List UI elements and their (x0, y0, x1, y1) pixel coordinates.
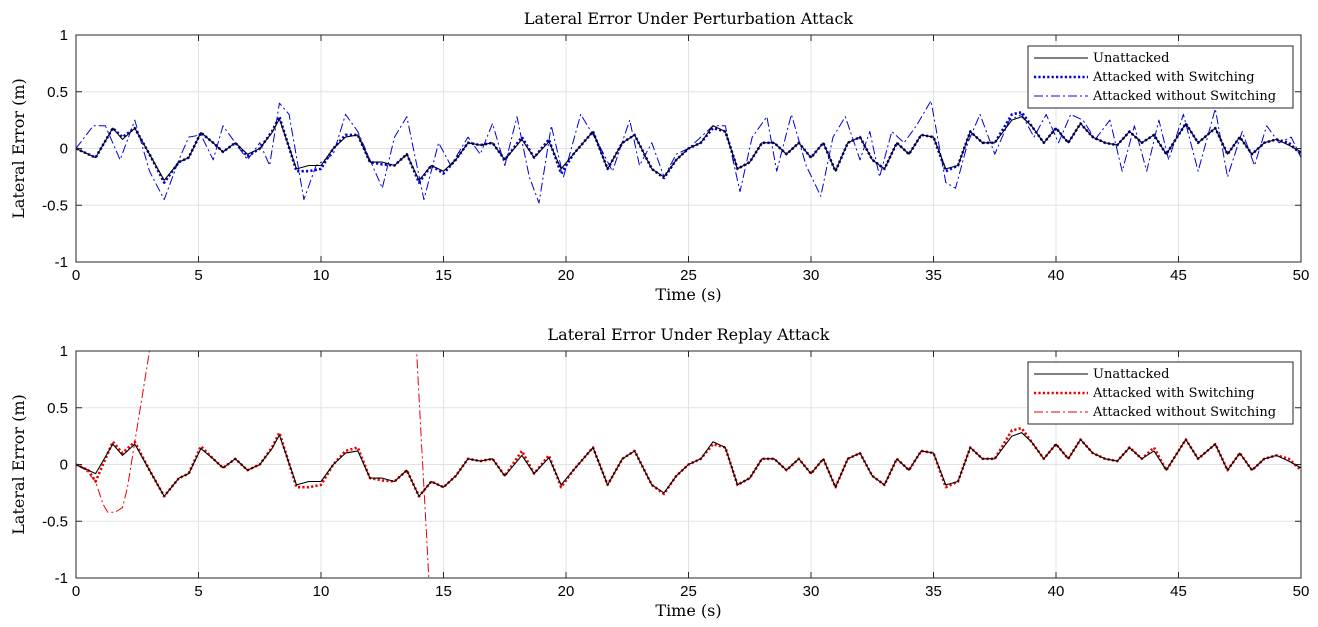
x-tick-label: 15 (435, 267, 452, 284)
x-tick-label: 10 (313, 267, 330, 284)
legend-label: Attacked without Switching (1092, 405, 1276, 420)
legend-label: Unattacked (1093, 51, 1169, 66)
x-tick-label: 50 (1293, 267, 1310, 284)
legend: Unattacked Attacked with Switching Attacke… (1027, 45, 1294, 109)
y-tick-label: -0.5 (42, 513, 68, 530)
x-tick-label: 15 (435, 583, 452, 600)
series-line-3 (76, 351, 430, 578)
x-tick-label: 35 (925, 583, 942, 600)
x-tick-label: 5 (194, 267, 202, 284)
x-tick-label: 25 (680, 583, 697, 600)
legend-label: Unattacked (1093, 367, 1169, 382)
series-group (76, 351, 1301, 578)
legend-label: Attacked with Switching (1092, 70, 1255, 85)
y-tick-label: 0 (60, 457, 68, 474)
y-tick-label: 0.5 (47, 400, 68, 417)
x-tick-label: 25 (680, 267, 697, 284)
series-group (76, 100, 1301, 204)
chart-2: 0 5 10 15 20 25 30 35 40 45 50 -1 -0.5 0 0.5 1 Lateral E… (9, 325, 1309, 620)
y-tick-label: 1 (60, 27, 68, 44)
chart-title: Lateral Error Under Replay Attack (548, 325, 830, 344)
legend: Unattacked Attacked with Switching Attacke… (1027, 361, 1294, 425)
y-tick-label: -1 (55, 570, 68, 587)
series-line-1 (76, 116, 1301, 181)
x-tick-label: 30 (803, 267, 820, 284)
x-tick-label: 40 (1048, 267, 1065, 284)
y-tick-label: 0 (60, 141, 68, 158)
series-line-3 (76, 100, 1301, 204)
x-axis-label: Time (s) (655, 601, 721, 620)
x-tick-label: 40 (1048, 583, 1065, 600)
x-tick-label: 30 (803, 583, 820, 600)
x-tick-label: 5 (194, 583, 202, 600)
y-tick-label: -0.5 (42, 197, 68, 214)
y-tick-label: 0.5 (47, 84, 68, 101)
y-tick-label: -1 (55, 254, 68, 271)
x-tick-label: 10 (313, 583, 330, 600)
series-line-1 (76, 432, 1301, 497)
x-tick-label: 0 (72, 583, 80, 600)
x-tick-label: 20 (558, 583, 575, 600)
legend-label: Attacked without Switching (1092, 89, 1276, 104)
chart-title: Lateral Error Under Perturbation Attack (524, 9, 854, 28)
legend-box (1027, 45, 1294, 109)
y-tick-label: 1 (60, 343, 68, 360)
x-tick-label: 20 (558, 267, 575, 284)
x-tick-label: 50 (1293, 583, 1310, 600)
x-tick-label: 0 (72, 267, 80, 284)
chart-1: 0 5 10 15 20 25 30 35 40 45 50 -1 -0.5 0 0.5 1 Lateral E… (9, 9, 1309, 304)
legend-label: Attacked with Switching (1092, 386, 1255, 401)
legend-box (1027, 361, 1294, 425)
x-tick-label: 35 (925, 267, 942, 284)
x-tick-label: 45 (1170, 267, 1187, 284)
y-axis-label: Lateral Error (m) (9, 394, 28, 534)
x-axis-label: Time (s) (655, 285, 721, 304)
y-axis-label: Lateral Error (m) (9, 78, 28, 218)
x-tick-label: 45 (1170, 583, 1187, 600)
